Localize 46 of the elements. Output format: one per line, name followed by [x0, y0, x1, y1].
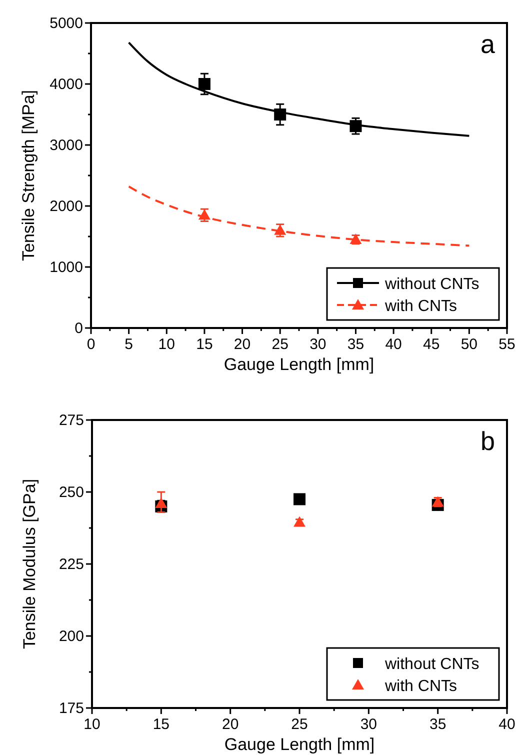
legend-label: without CNTs	[384, 656, 480, 673]
x-tick-label: 10	[158, 336, 175, 353]
y-tick-label: 5000	[50, 15, 83, 32]
x-tick-label: 30	[310, 336, 326, 353]
x-tick-label: 40	[498, 716, 516, 733]
x-tick-label: 0	[86, 336, 96, 353]
point	[198, 78, 210, 90]
y-tick-label: 250	[58, 484, 84, 501]
y-tick-label: 1000	[50, 259, 83, 276]
x-tick-label: 20	[234, 336, 251, 353]
y-tick-label: 275	[58, 412, 84, 429]
line-series	[128, 42, 470, 137]
y-tick-label: 225	[58, 556, 84, 573]
y-tick-label: 175	[58, 700, 84, 717]
legend-label: with CNTs	[384, 298, 458, 315]
y-tick-label: 4000	[50, 76, 83, 93]
x-tick-label: 50	[460, 336, 478, 353]
y-axis-title: Tensile Strength [MPa]	[19, 90, 38, 262]
x-tick-label: 40	[385, 336, 402, 353]
legend-label: without CNTs	[384, 276, 480, 293]
point	[350, 120, 362, 132]
x-tick-label: 15	[152, 716, 170, 733]
annotation: b	[480, 426, 495, 456]
x-tick-label: 25	[272, 336, 288, 353]
x-axis-title: Gauge Length [mm]	[224, 355, 374, 374]
x-tick-label: 15	[196, 336, 213, 353]
x-tick-label: 20	[222, 716, 239, 733]
y-tick-label: 3000	[50, 137, 83, 154]
line-series	[128, 185, 470, 247]
x-tick-label: 35	[347, 336, 364, 353]
x-tick-label: 10	[84, 716, 100, 733]
point	[274, 224, 286, 235]
y-tick-label: 0	[74, 320, 83, 337]
y-axis-title: Tensile Modulus [GPa]	[20, 478, 39, 650]
y-tick-label: 2000	[50, 198, 83, 215]
x-tick-label: 55	[498, 336, 516, 353]
annotation: a	[480, 29, 496, 59]
x-tick-label: 25	[291, 716, 308, 733]
y-tick-label: 200	[58, 628, 84, 645]
x-tick-label: 5	[124, 336, 133, 353]
x-tick-label: 45	[423, 336, 440, 353]
legend-label: with CNTs	[384, 678, 458, 695]
x-tick-label: 30	[360, 716, 378, 733]
x-axis-title: Gauge Length [mm]	[224, 735, 375, 754]
point	[274, 108, 286, 120]
x-tick-label: 35	[429, 716, 446, 733]
